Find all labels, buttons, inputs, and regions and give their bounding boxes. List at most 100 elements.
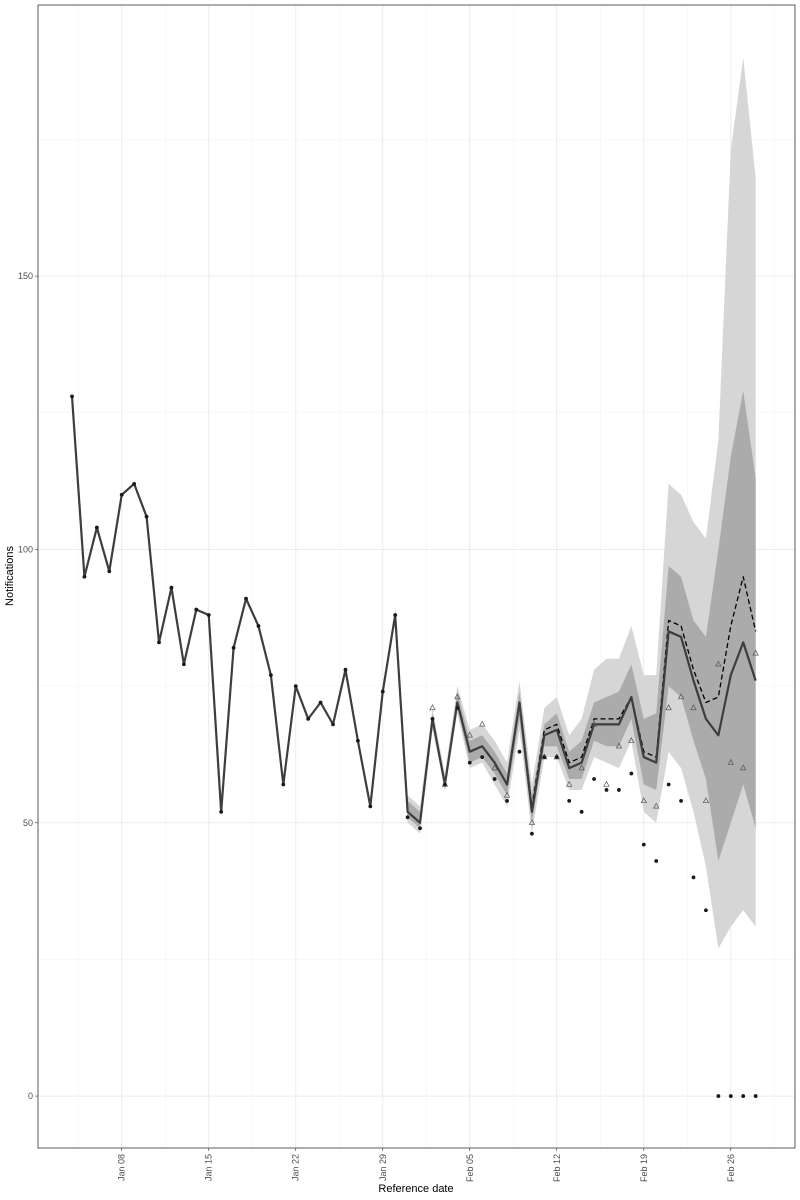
point (654, 859, 659, 863)
x-tick-label: Jan 08 (117, 1154, 127, 1181)
triangle-point (690, 704, 697, 711)
y-tick-label: 50 (23, 818, 33, 828)
triangle-point (640, 797, 647, 804)
point (467, 760, 472, 765)
panel-border (37, 4, 796, 1149)
triangle-point (615, 742, 623, 749)
point (728, 1094, 733, 1098)
point (107, 569, 112, 574)
x-axis-title: Reference date (378, 1183, 453, 1195)
x-tick-label: Feb 12 (552, 1154, 562, 1182)
point (691, 875, 696, 880)
triangle-point (578, 764, 585, 771)
triangle-point (702, 797, 710, 804)
point (293, 684, 298, 688)
point (318, 700, 323, 705)
point (132, 481, 137, 486)
point (666, 782, 671, 787)
point (405, 815, 410, 820)
point (542, 755, 547, 760)
point (244, 596, 248, 601)
point (70, 394, 74, 399)
triangle-point (491, 764, 498, 771)
x-tick-label: Feb 19 (639, 1154, 649, 1182)
triangle-point (590, 720, 598, 727)
point (480, 755, 485, 760)
triangle-point (727, 758, 734, 765)
point (604, 788, 609, 792)
point (206, 613, 211, 617)
marks (70, 57, 759, 1098)
point (579, 809, 584, 814)
point (530, 831, 534, 836)
interval-band (395, 390, 756, 862)
triangle-point (653, 802, 660, 809)
x-tick-label: Feb 26 (726, 1154, 736, 1182)
point (418, 826, 422, 831)
point (169, 585, 174, 590)
triangle-point (466, 731, 473, 738)
point (455, 706, 460, 710)
triangle-point (677, 693, 685, 700)
point (704, 908, 708, 913)
x-tick-label: Feb 05 (465, 1154, 475, 1182)
point (517, 749, 522, 754)
triangle-point (665, 704, 672, 711)
triangle-point (715, 660, 722, 667)
point (331, 722, 335, 727)
triangle-point (566, 780, 573, 787)
triangle-point (503, 791, 511, 798)
point (753, 1094, 758, 1098)
triangle-point (628, 737, 635, 743)
point (592, 777, 596, 781)
point (355, 738, 360, 743)
point (194, 607, 199, 612)
triangle-point (479, 720, 486, 727)
y-tick-label: 100 (18, 544, 33, 554)
point (492, 777, 497, 781)
point (380, 689, 385, 694)
point (368, 804, 373, 809)
point (82, 574, 87, 579)
point (343, 667, 348, 672)
point (281, 782, 286, 787)
point (157, 640, 161, 645)
point (268, 673, 273, 678)
point (741, 1094, 746, 1098)
point (716, 1094, 721, 1098)
point (219, 809, 224, 814)
point (181, 662, 186, 667)
point (231, 645, 236, 650)
point (306, 716, 311, 721)
point (119, 492, 124, 497)
interval-band (395, 57, 756, 949)
point (505, 798, 509, 803)
point (443, 782, 447, 787)
point (393, 613, 398, 617)
triangle-point (603, 780, 610, 787)
x-tick-label: Jan 29 (378, 1154, 388, 1181)
point (641, 842, 646, 847)
triangle-point (454, 693, 461, 700)
point (256, 624, 261, 628)
y-axis-title: Notifications (4, 546, 16, 606)
point (629, 771, 634, 776)
line (70, 396, 757, 824)
x-tick-label: Jan 15 (204, 1154, 214, 1181)
point (554, 755, 559, 760)
point (567, 798, 572, 803)
triangle-point (752, 649, 759, 656)
triangle-point (516, 709, 523, 716)
triangle-point (528, 819, 536, 825)
y-tick-label: 0 (28, 1091, 33, 1101)
point (617, 788, 621, 792)
triangle-point (429, 704, 436, 711)
point (94, 525, 99, 530)
grid (38, 5, 795, 1148)
x-tick-label: Jan 22 (291, 1154, 301, 1181)
triangle-point (740, 764, 747, 771)
y-tick-label: 150 (18, 271, 33, 281)
point (430, 716, 435, 721)
